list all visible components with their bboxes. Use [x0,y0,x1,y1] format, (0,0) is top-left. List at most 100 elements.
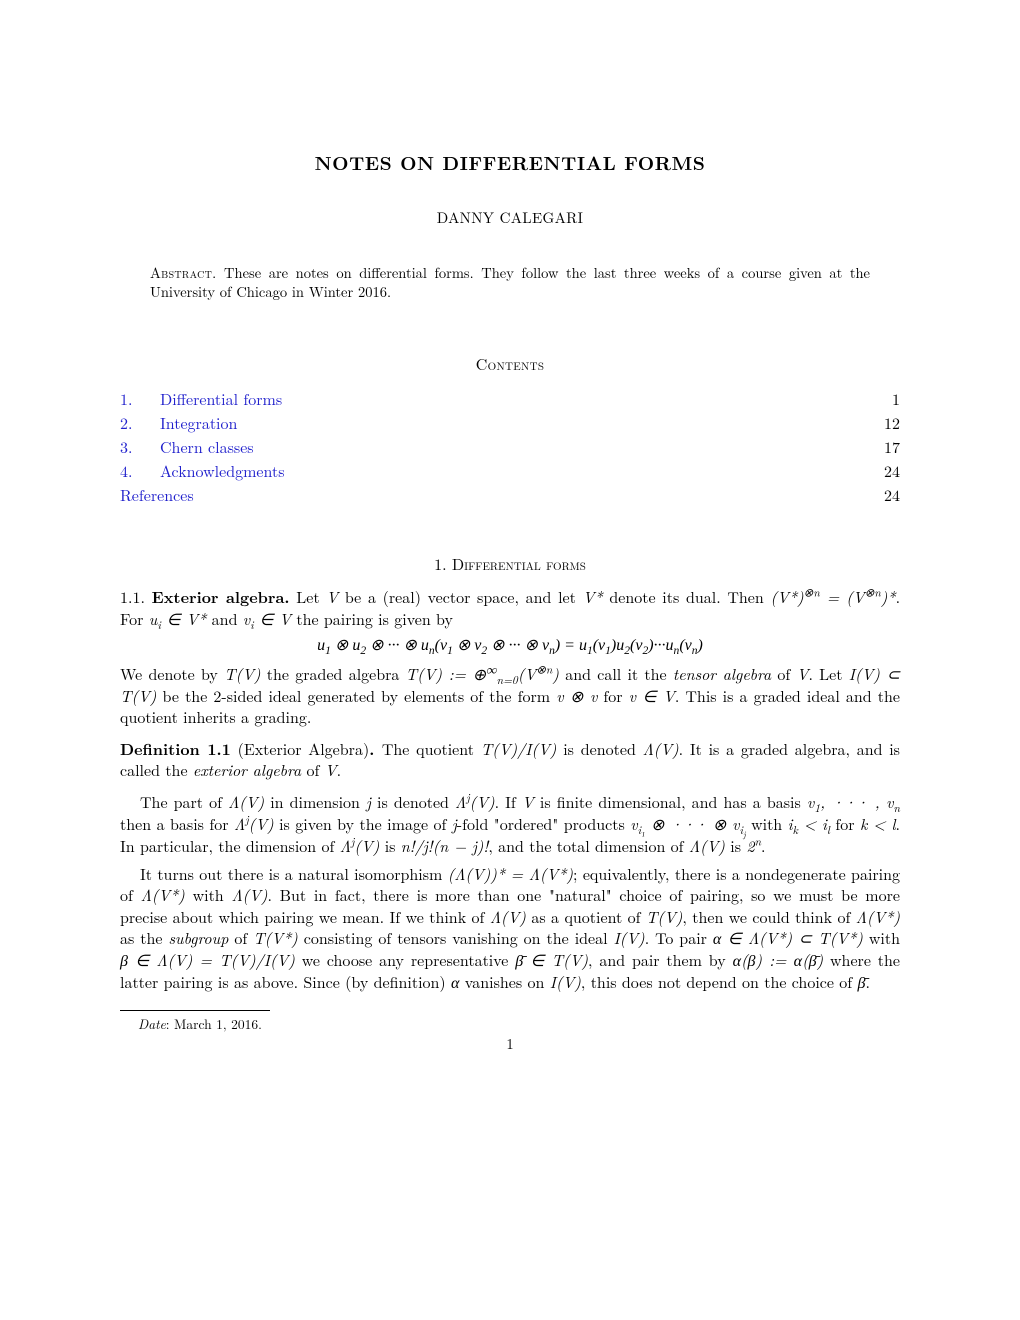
page-container: NOTES ON DIFFERENTIAL FORMS DANNY CALEGA… [0,0,1020,1095]
toc-label[interactable]: Chern classes [160,435,254,459]
toc-row: 1. Differential forms 1 [120,387,900,411]
toc-page: 12 [884,411,900,435]
toc-row: 4. Acknowledgments 24 [120,459,900,483]
math-inline: ui ∈ V* [149,607,207,630]
toc-number[interactable]: 3. [120,435,146,459]
toc-number[interactable]: 2. [120,411,146,435]
body-text: be a (real) vector space, and let [338,585,582,608]
body-text: of [228,926,253,949]
toc-page: 17 [884,435,900,459]
body-text: . [761,834,765,857]
math-inline: Λ(V) [643,737,679,760]
toc-number[interactable]: 1. [120,387,146,411]
body-text: It turns out there is a natural isomorph… [140,862,448,885]
body-text: with [185,883,232,906]
emphasis: exterior algebra [193,758,301,781]
body-text: and [206,607,242,630]
body-text: denote its dual. Then [603,585,771,608]
table-of-contents: 1. Differential forms 1 2. Integration 1… [120,387,900,507]
toc-references-label[interactable]: References [120,483,194,507]
math-inline: T(V)/I(V) [481,737,557,760]
body-text: . [866,970,870,993]
body-text: for [830,812,860,835]
math-inline: Λj(V) [340,834,380,857]
abstract-label: Abstract. [150,263,217,283]
definition-name: (Exterior Algebra) [231,737,369,760]
toc-page: 24 [884,483,900,507]
math-inline: T(V*) [253,926,298,949]
body-text: is [379,834,400,857]
math-inline: α(β) := α(β̄) [733,948,824,971]
body-text: of [301,758,325,781]
math-inline: T(V) [646,905,682,928]
author-name: DANNY CALEGARI [120,208,900,228]
date-text: : March 1, 2016. [166,1014,262,1033]
footnote-rule [120,1010,270,1011]
toc-row: 3. Chern classes 17 [120,435,900,459]
toc-label[interactable]: Acknowledgments [160,459,285,483]
emphasis: subgroup [168,926,228,949]
body-text: . If [495,790,522,813]
body-text: then a basis for [120,812,234,835]
math-inline: V [326,585,338,608]
document-title: NOTES ON DIFFERENTIAL FORMS [120,150,900,176]
definition-label: Definition 1.1 [120,737,231,760]
body-text: . [337,758,341,781]
body-text: in dimension [264,790,366,813]
abstract-text: These are notes on differential forms. T… [150,263,870,303]
body-text: as a quotient of [526,905,646,928]
body-text: The quotient [382,737,481,760]
body-text: is denoted [371,790,455,813]
definition-block: Definition 1.1 (Exterior Algebra). The q… [120,738,900,781]
display-equation: u1 ⊗ u2 ⊗ ··· ⊗ un(v1 ⊗ v2 ⊗ ··· ⊗ vn) =… [120,635,900,657]
body-text: is denoted [556,737,642,760]
math-inline: Λ(V) [689,834,725,857]
body-text: , and pair them by [588,948,733,971]
math-inline: (Λ(V))* = Λ(V*) [448,862,573,885]
body-text: . To pair [645,926,713,949]
toc-label[interactable]: Differential forms [160,387,282,411]
math-inline: V [325,758,337,781]
equation-text: u1 ⊗ u2 ⊗ ··· ⊗ un(v1 ⊗ v2 ⊗ ··· ⊗ vn) =… [317,637,703,654]
subsection-number: 1.1. [120,585,145,608]
math-inline: v ⊗ v [556,684,597,707]
body-text: and call it the [559,662,673,685]
body-text: , then we could think of [682,905,855,928]
math-inline: T(V) := ⊕∞n=0(V⊗n) [406,662,559,685]
section-heading: 1. Differential forms [120,553,900,575]
body-text: -fold "ordered" products [457,812,630,835]
body-text: is [725,834,746,857]
date-label: Date [138,1014,166,1033]
body-text: with [746,812,788,835]
body-text: Let [290,585,327,608]
body-text: the pairing is given by [291,607,453,630]
math-inline: ik < il [788,812,830,835]
body-paragraph: The part of Λ(V) in dimension j is denot… [120,791,900,857]
math-inline: 2n [746,834,761,857]
math-inline: Λ(V) [228,790,264,813]
math-inline: β̄ [858,970,866,993]
math-inline: Λ(V) [490,905,526,928]
body-text: consisting of tensors vanishing on the i… [298,926,614,949]
body-text: vanishes on [459,970,549,993]
body-text: be the 2-sided ideal generated by elemen… [156,684,556,707]
toc-number[interactable]: 4. [120,459,146,483]
math-inline: vi ∈ V [243,607,291,630]
math-inline: T(V) [224,662,260,685]
toc-label[interactable]: Integration [160,411,237,435]
math-inline: β ∈ Λ(V) = T(V)/I(V) [120,948,295,971]
body-text: the graded algebra [261,662,406,685]
math-inline: β̄ ∈ T(V) [515,948,588,971]
math-inline: Λ(V*) [856,905,900,928]
math-inline: Λ(V*) [141,883,185,906]
body-text: is finite dimensional, and has a basis [534,790,807,813]
subsection-title: Exterior algebra. [152,585,290,608]
footnote-date: Date: March 1, 2016. [138,1015,900,1033]
math-inline: n!/j!(n − j)! [401,834,489,857]
math-inline: V* [583,585,603,608]
body-text: as the [120,926,168,949]
math-inline: Λj(V) [455,790,495,813]
definition-dot: . [369,737,382,760]
emphasis: tensor algebra [673,662,771,685]
toc-page: 24 [884,459,900,483]
